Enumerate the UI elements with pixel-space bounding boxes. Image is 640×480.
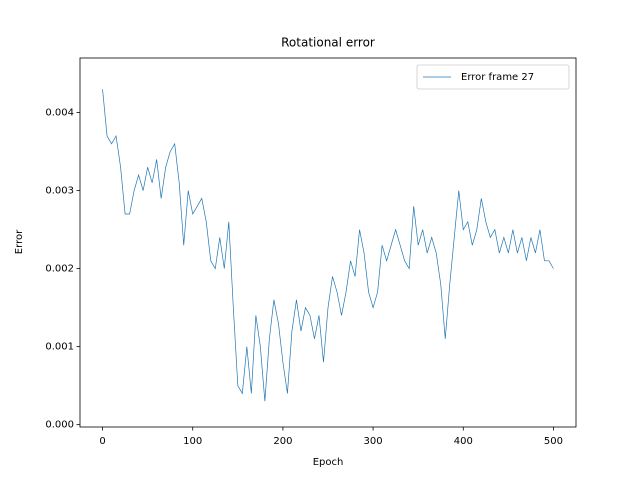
- y-tick-label: 0.002: [45, 264, 74, 275]
- data-line: [102, 89, 554, 402]
- x-tick-label: 200: [273, 436, 292, 447]
- y-tick-label: 0.000: [45, 420, 74, 431]
- x-tick-label: 100: [183, 436, 202, 447]
- legend-label: Error frame 27: [461, 72, 534, 83]
- plot-frame: [79, 57, 577, 428]
- x-axis-label: Epoch: [313, 457, 344, 468]
- legend-box: [416, 64, 570, 90]
- x-tick-label: 300: [364, 436, 383, 447]
- x-tick-label: 0: [99, 436, 105, 447]
- y-tick-label: 0.003: [45, 186, 74, 197]
- x-tick-label: 400: [454, 436, 473, 447]
- y-axis-label: Error: [14, 229, 25, 254]
- y-tick-label: 0.001: [45, 342, 74, 353]
- y-tick-label: 0.004: [45, 108, 74, 119]
- x-tick-label: 500: [544, 436, 563, 447]
- chart-title: Rotational error: [281, 36, 375, 50]
